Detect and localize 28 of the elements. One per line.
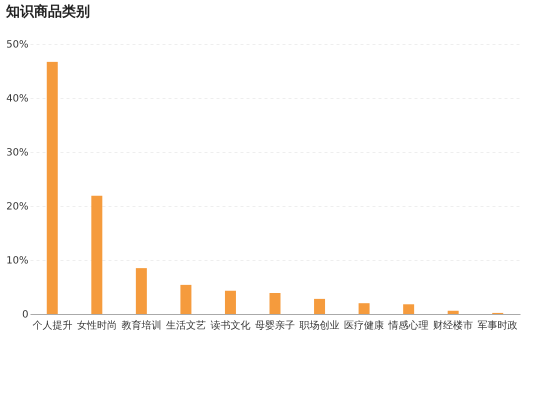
y-tick-label: 20%	[6, 202, 28, 212]
y-tick-label: 50%	[6, 40, 28, 50]
y-tick-label: 10%	[6, 256, 28, 266]
x-tick-label: 军事时政	[478, 320, 518, 332]
y-tick-label: 0	[22, 310, 28, 320]
bar	[314, 298, 326, 314]
bar	[358, 303, 370, 314]
x-tick-label: 职场创业	[300, 320, 340, 332]
x-tick-label: 女性时尚	[76, 320, 117, 332]
bar	[46, 62, 58, 314]
x-tick-label: 财经楼市	[433, 320, 474, 332]
bar	[180, 284, 192, 314]
x-tick-label: 个人提升	[32, 320, 72, 332]
bar	[224, 290, 236, 314]
y-tick-label: 40%	[6, 94, 28, 104]
chart-title: 知识商品类别	[4, 3, 90, 20]
x-tick-label: 教育培训	[121, 320, 162, 332]
bar	[448, 310, 459, 314]
x-tick-label: 医疗健康	[344, 320, 384, 332]
y-tick-label: 30%	[6, 148, 28, 158]
x-tick-label: 生活文艺	[166, 320, 206, 332]
x-tick-label: 情感心理	[388, 320, 429, 332]
bar	[270, 292, 280, 314]
bar	[136, 268, 147, 314]
x-tick-label: 读书文化	[210, 320, 250, 332]
bar	[91, 196, 102, 314]
x-tick-label: 母婴亲子	[255, 320, 295, 332]
bar	[403, 304, 414, 314]
